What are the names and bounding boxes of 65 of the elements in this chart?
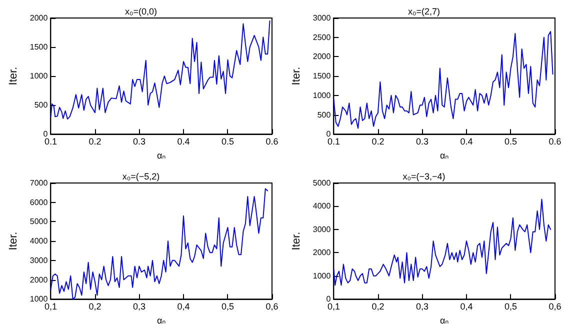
y-tick-label: 1500 [30, 42, 48, 52]
y-tick-label: 0 [43, 130, 48, 139]
line-series [333, 31, 554, 129]
y-tick-label: 6000 [30, 198, 48, 207]
x-tick-label: 0,6 [548, 302, 562, 312]
chart-title: x₀=(2,7) [408, 6, 440, 16]
y-axis-title: Iter. [290, 66, 302, 86]
y-tick-label: 1000 [30, 294, 48, 304]
y-tick-label: 2500 [312, 32, 332, 42]
y-tick-label: 1000 [30, 72, 48, 81]
y-tick-label: 0 [326, 294, 332, 304]
line-series [50, 20, 270, 120]
x-tick-label: 0,3 [416, 302, 428, 312]
y-axis-title: Iter. [8, 66, 20, 86]
x-axis-title: αₙ [156, 316, 166, 326]
y-tick-label: 2000 [30, 14, 48, 22]
x-tick-label: 0,3 [132, 302, 146, 312]
y-tick-label: 2000 [312, 52, 332, 62]
y-axis-title: Iter. [290, 232, 302, 250]
x-tick-label: 0,1 [327, 302, 340, 312]
x-tick-label: 0,6 [266, 302, 278, 312]
y-tick-label: 5000 [30, 217, 48, 226]
chart-title: x₀=(−5,2) [122, 172, 160, 182]
y-tick-label: 1000 [312, 90, 332, 100]
y-tick-label: 3000 [30, 256, 48, 265]
x-tick-label: 0,4 [177, 302, 190, 312]
chart-title: x₀=(−3,−4) [402, 172, 446, 182]
x-tick-label: 0.2 [372, 136, 384, 147]
x-tick-label: 0,4 [460, 302, 473, 312]
line-series [333, 198, 552, 286]
y-tick-label: 2000 [312, 248, 332, 258]
y-tick-label: 2000 [30, 275, 48, 284]
x-tick-label: 0.3 [416, 136, 428, 147]
x-tick-label: 0,1 [44, 302, 57, 312]
x-axis-title: αₙ [156, 150, 166, 160]
x-tick-label: 0.5 [504, 136, 517, 147]
y-tick-label: 500 [317, 110, 332, 120]
x-tick-label: 0,5 [504, 302, 517, 312]
line-series [50, 188, 268, 300]
y-tick-label: 4000 [30, 236, 48, 246]
y-tick-label: 1000 [312, 271, 332, 280]
x-axis-title: αₙ [440, 150, 450, 160]
x-axis-title: αₙ [440, 316, 450, 326]
x-tick-label: 0,2 [88, 302, 102, 312]
y-tick-label: 500 [34, 100, 48, 110]
chart-title: x₀=(0,0) [125, 6, 157, 16]
x-tick-label: 0.3 [132, 136, 146, 147]
y-tick-label: 4000 [312, 202, 332, 211]
y-axis-title: Iter. [8, 232, 20, 250]
x-tick-label: 0.4 [460, 136, 473, 147]
y-tick-label: 1500 [312, 72, 332, 81]
x-tick-label: 0.1 [327, 136, 340, 147]
x-tick-label: 0.5 [221, 136, 234, 147]
y-tick-label: 3000 [312, 14, 332, 22]
y-tick-label: 0 [326, 130, 332, 139]
x-tick-label: 0.4 [177, 136, 190, 147]
x-tick-label: 0.2 [88, 136, 102, 147]
y-tick-label: 5000 [312, 178, 332, 188]
y-tick-label: 3000 [312, 224, 332, 234]
y-tick-label: 7000 [30, 178, 48, 188]
x-tick-label: 0,2 [372, 302, 384, 312]
x-tick-label: 0,5 [221, 302, 234, 312]
x-tick-label: 0.6 [548, 136, 562, 147]
x-tick-label: 0.6 [266, 136, 278, 147]
x-tick-label: 0.1 [44, 136, 57, 147]
